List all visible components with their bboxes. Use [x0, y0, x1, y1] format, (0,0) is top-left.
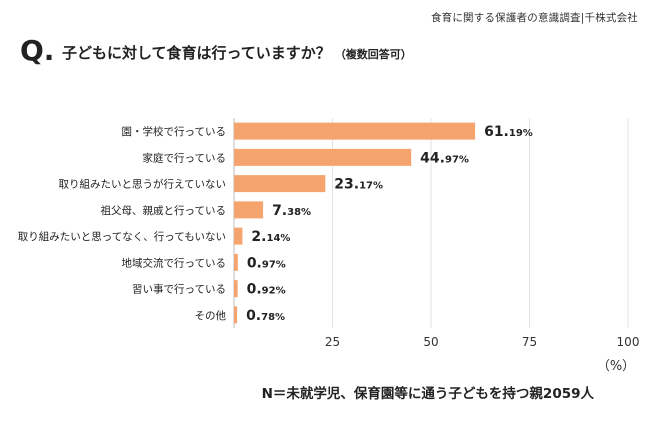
bar-3	[234, 175, 326, 193]
bar-1	[234, 122, 476, 140]
category-label-7: 習い事で行っている	[132, 283, 226, 296]
value-label-2: 44.97%	[420, 150, 469, 166]
bar-4	[234, 201, 264, 219]
x-tick-label-75: 75	[522, 335, 537, 349]
question-text: 子どもに対して食育は行っていますか？	[62, 44, 331, 62]
category-label-1: 園・学校で行っている	[122, 125, 226, 138]
question-title: 子どもに対して食育は行っていますか？ （複数回答可）	[62, 42, 412, 63]
category-label-8: その他	[195, 309, 227, 322]
value-label-5: 2.14%	[251, 229, 290, 245]
value-label-8: 0.78%	[246, 308, 285, 324]
category-label-5: 取り組みたいと思ってなく、行ってもいない	[18, 230, 226, 243]
question-mark: Q.	[20, 34, 55, 67]
bar-8	[234, 306, 238, 324]
value-label-7: 0.92%	[247, 282, 286, 298]
category-label-3: 取り組みたいと思うが行えていない	[59, 178, 226, 191]
x-tick-label-100: 100	[617, 335, 640, 349]
category-label-4: 祖父母、親戚と行っている	[101, 204, 226, 217]
question-note: （複数回答可）	[334, 48, 412, 61]
bar-6	[234, 253, 238, 271]
value-label-4: 7.38%	[272, 203, 311, 219]
source-credit: 食育に関する保護者の意識調査|千株式会社	[430, 12, 638, 24]
value-label-6: 0.97%	[247, 255, 286, 271]
category-label-2: 家庭で行っている	[143, 151, 226, 164]
bar-2	[234, 148, 412, 166]
bar-7	[234, 280, 238, 298]
category-label-6: 地域交流で行っている	[122, 256, 226, 269]
x-axis-unit-label: （%）	[597, 359, 635, 374]
x-tick-label-50: 50	[423, 335, 438, 349]
value-label-3: 23.17%	[334, 177, 383, 193]
x-tick-label-25: 25	[325, 335, 340, 349]
value-label-1: 61.19%	[484, 124, 533, 140]
sample-size-note: N＝未就学児、保育園等に通う子どもを持つ親2059人	[261, 386, 594, 402]
bar-5	[234, 227, 243, 245]
